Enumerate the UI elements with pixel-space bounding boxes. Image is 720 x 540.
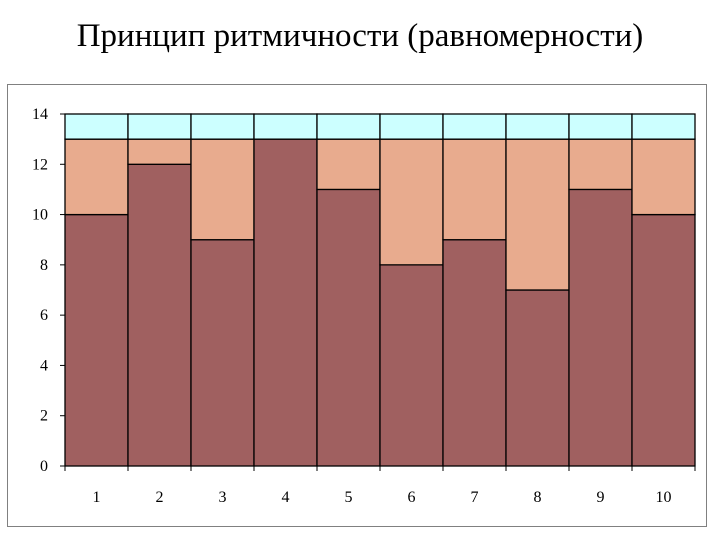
slide-title: Принцип ритмичности (равномерности) (76, 18, 644, 54)
y-tick-label-8: 8 (40, 257, 48, 274)
bar-segment-1-9 (568, 188, 633, 467)
bar-segment-2-8 (505, 138, 570, 291)
bar-segment-3-6 (379, 113, 444, 140)
y-tick-label-10: 10 (32, 207, 48, 224)
bar-segment-1-8 (505, 289, 570, 467)
bar-segment-2-2 (127, 138, 192, 165)
bar-segment-1-1 (64, 213, 129, 467)
bar-segment-1-10 (631, 213, 696, 467)
y-tick-label-6: 6 (40, 307, 48, 324)
bar-segment-1-5 (316, 188, 381, 467)
bar-segment-2-5 (316, 138, 381, 191)
bar-segment-1-4 (253, 138, 318, 467)
x-tick-label-3: 3 (219, 489, 227, 506)
bar-segment-1-2 (127, 163, 192, 467)
x-tick-label-2: 2 (156, 489, 164, 506)
bar-segment-2-6 (379, 138, 444, 266)
y-tick-label-14: 14 (32, 106, 48, 123)
y-tick-label-0: 0 (40, 458, 48, 475)
bar-segment-2-9 (568, 138, 633, 191)
bar-segment-3-3 (190, 113, 255, 140)
bar-segment-3-7 (442, 113, 507, 140)
bar-segment-3-8 (505, 113, 570, 140)
x-tick-label-10: 10 (656, 489, 672, 506)
y-tick-label-4: 4 (40, 357, 48, 374)
x-tick-label-9: 9 (597, 489, 605, 506)
y-tick-label-2: 2 (40, 408, 48, 425)
bar-segment-3-1 (64, 113, 129, 140)
bar-segment-2-3 (190, 138, 255, 241)
bar-segment-2-1 (64, 138, 129, 216)
bar-segment-1-6 (379, 264, 444, 467)
x-tick-label-5: 5 (345, 489, 353, 506)
y-tick-label-12: 12 (32, 156, 48, 173)
x-tick-label-7: 7 (471, 489, 479, 506)
x-tick-label-4: 4 (282, 489, 290, 506)
bar-segment-1-3 (190, 239, 255, 467)
bar-segment-2-10 (631, 138, 696, 216)
x-tick-label-8: 8 (534, 489, 542, 506)
x-tick-label-6: 6 (408, 489, 416, 506)
bar-segment-2-7 (442, 138, 507, 241)
bar-segment-3-10 (631, 113, 696, 140)
bar-segment-3-2 (127, 113, 192, 140)
bar-segment-3-9 (568, 113, 633, 140)
bar-segment-3-5 (316, 113, 381, 140)
x-tick-label-1: 1 (93, 489, 101, 506)
bar-segment-1-7 (442, 239, 507, 467)
bar-segment-3-4 (253, 113, 318, 140)
